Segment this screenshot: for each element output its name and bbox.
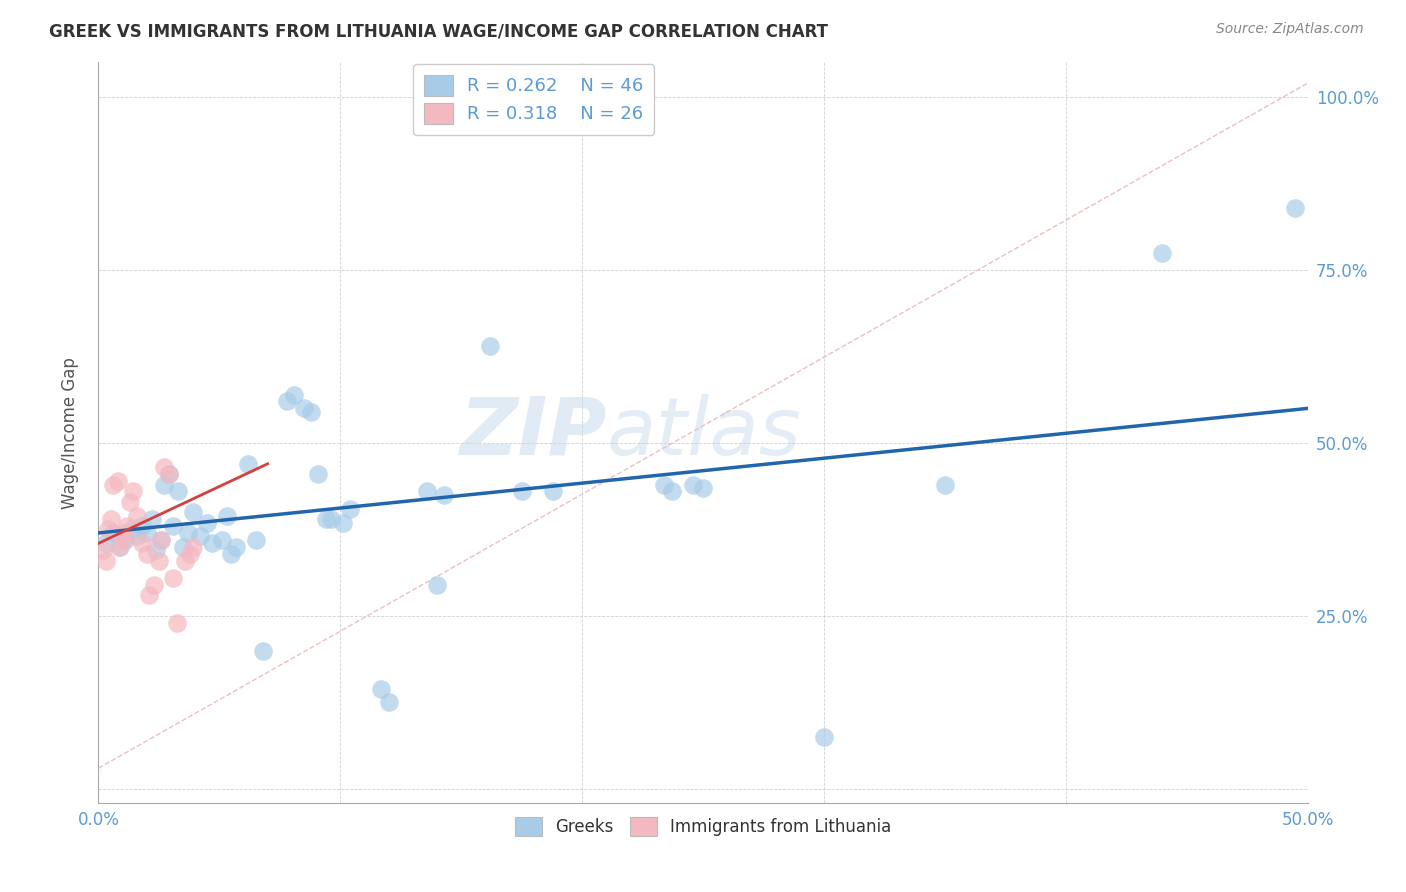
Point [225, 540, 247, 554]
Point [1152, 245, 1174, 260]
Point [308, 467, 330, 482]
Point [510, 484, 533, 499]
Point [162, 571, 184, 585]
Point [172, 540, 194, 554]
Point [211, 533, 233, 547]
Point [652, 477, 675, 491]
Point [91, 543, 114, 558]
Point [179, 547, 201, 561]
Point [276, 394, 298, 409]
Point [108, 540, 131, 554]
Point [221, 547, 243, 561]
Point [152, 460, 174, 475]
Point [238, 457, 260, 471]
Point [135, 547, 157, 561]
Point [94, 536, 117, 550]
Point [339, 501, 361, 516]
Point [934, 477, 956, 491]
Point [135, 525, 157, 540]
Y-axis label: Wage/Income Gap: Wage/Income Gap [60, 357, 79, 508]
Text: atlas: atlas [606, 393, 801, 472]
Point [195, 516, 218, 530]
Point [152, 477, 174, 491]
Point [188, 529, 211, 543]
Point [94, 554, 117, 568]
Point [682, 477, 704, 491]
Point [162, 519, 184, 533]
Point [252, 643, 274, 657]
Point [148, 554, 170, 568]
Point [541, 484, 564, 499]
Point [283, 387, 305, 401]
Text: GREEK VS IMMIGRANTS FROM LITHUANIA WAGE/INCOME GAP CORRELATION CHART: GREEK VS IMMIGRANTS FROM LITHUANIA WAGE/… [49, 22, 828, 40]
Point [479, 339, 502, 353]
Point [181, 505, 204, 519]
Point [127, 508, 149, 523]
Point [143, 578, 166, 592]
Point [332, 516, 354, 530]
Point [101, 477, 124, 491]
Point [131, 519, 153, 533]
Point [157, 467, 180, 482]
Point [101, 525, 124, 540]
Point [201, 536, 224, 550]
Point [1284, 201, 1306, 215]
Point [111, 525, 134, 540]
Point [377, 696, 399, 710]
Point [127, 529, 149, 543]
Text: ZIP: ZIP [458, 393, 606, 472]
Point [131, 536, 153, 550]
Point [692, 481, 714, 495]
Point [167, 484, 190, 499]
Point [141, 512, 163, 526]
Point [118, 495, 141, 509]
Point [426, 578, 449, 592]
Point [121, 523, 143, 537]
Point [122, 484, 145, 499]
Point [215, 508, 238, 523]
Point [319, 512, 342, 526]
Point [299, 405, 322, 419]
Point [416, 484, 439, 499]
Point [112, 533, 135, 547]
Point [813, 730, 835, 744]
Point [292, 401, 315, 416]
Point [370, 681, 392, 696]
Legend: Greeks, Immigrants from Lithuania: Greeks, Immigrants from Lithuania [508, 810, 898, 843]
Point [100, 512, 122, 526]
Point [117, 519, 139, 533]
Point [150, 533, 173, 547]
Point [108, 540, 131, 554]
Point [245, 533, 267, 547]
Point [181, 540, 204, 554]
Point [157, 467, 180, 482]
Point [166, 615, 188, 630]
Point [114, 533, 136, 547]
Point [433, 488, 456, 502]
Point [177, 525, 200, 540]
Point [107, 474, 129, 488]
Point [150, 533, 173, 547]
Point [145, 543, 167, 558]
Point [661, 484, 683, 499]
Point [174, 554, 197, 568]
Text: Source: ZipAtlas.com: Source: ZipAtlas.com [1216, 22, 1364, 37]
Point [138, 588, 160, 602]
Point [97, 523, 120, 537]
Point [315, 512, 337, 526]
